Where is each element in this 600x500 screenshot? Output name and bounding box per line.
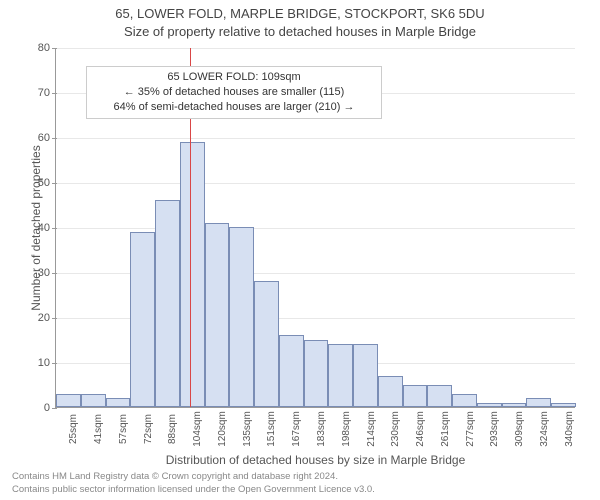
y-tick: 30 — [38, 267, 56, 279]
x-tick: 183sqm — [316, 411, 327, 447]
footer-line-1: Contains HM Land Registry data © Crown c… — [12, 471, 375, 483]
x-tick: 198sqm — [341, 411, 352, 447]
annotation-line: 64% of semi-detached houses are larger (… — [93, 100, 375, 115]
chart-container: 65, LOWER FOLD, MARPLE BRIDGE, STOCKPORT… — [0, 0, 600, 500]
x-tick: 261sqm — [440, 411, 451, 447]
grid-line — [56, 138, 575, 139]
x-tick: 25sqm — [68, 414, 79, 444]
plot-area: Number of detached properties Distributi… — [55, 48, 575, 408]
y-tick: 0 — [44, 402, 56, 414]
y-tick: 20 — [38, 312, 56, 324]
y-tick: 60 — [38, 132, 56, 144]
histogram-bar — [229, 227, 254, 407]
histogram-bar — [56, 394, 81, 408]
histogram-bar — [180, 142, 205, 408]
histogram-bar — [526, 398, 551, 407]
x-tick: 246sqm — [415, 411, 426, 447]
histogram-bar — [502, 403, 527, 408]
x-tick: 309sqm — [514, 411, 525, 447]
x-tick: 151sqm — [266, 411, 277, 447]
y-tick: 10 — [38, 357, 56, 369]
histogram-bar — [304, 340, 329, 408]
x-tick: 214sqm — [366, 411, 377, 447]
histogram-bar — [378, 376, 403, 408]
x-tick: 104sqm — [192, 411, 203, 447]
annotation-box: 65 LOWER FOLD: 109sqm← 35% of detached h… — [86, 66, 382, 119]
chart-title-2: Size of property relative to detached ho… — [0, 24, 600, 39]
histogram-bar — [106, 398, 131, 407]
x-tick: 57sqm — [118, 414, 129, 444]
chart-title-1: 65, LOWER FOLD, MARPLE BRIDGE, STOCKPORT… — [0, 6, 600, 21]
x-tick: 135sqm — [242, 411, 253, 447]
y-tick: 70 — [38, 87, 56, 99]
histogram-bar — [328, 344, 353, 407]
histogram-bar — [155, 200, 180, 407]
histogram-bar — [403, 385, 428, 408]
histogram-bar — [81, 394, 106, 408]
grid-line — [56, 48, 575, 49]
footer-attribution: Contains HM Land Registry data © Crown c… — [12, 471, 375, 496]
footer-line-2: Contains public sector information licen… — [12, 484, 375, 496]
histogram-bar — [254, 281, 279, 407]
histogram-bar — [427, 385, 452, 408]
y-tick: 40 — [38, 222, 56, 234]
annotation-line: ← 35% of detached houses are smaller (11… — [93, 85, 375, 100]
x-axis-label: Distribution of detached houses by size … — [56, 453, 575, 467]
x-tick: 167sqm — [291, 411, 302, 447]
histogram-bar — [279, 335, 304, 407]
y-tick: 80 — [38, 42, 56, 54]
y-tick: 50 — [38, 177, 56, 189]
histogram-bar — [477, 403, 502, 408]
annotation-line: 65 LOWER FOLD: 109sqm — [93, 70, 375, 85]
grid-line — [56, 228, 575, 229]
histogram-bar — [130, 232, 155, 408]
x-tick: 340sqm — [564, 411, 575, 447]
histogram-bar — [205, 223, 230, 408]
x-tick: 88sqm — [167, 414, 178, 444]
x-tick: 230sqm — [390, 411, 401, 447]
x-tick: 277sqm — [465, 411, 476, 447]
x-tick: 293sqm — [489, 411, 500, 447]
histogram-bar — [551, 403, 576, 408]
x-tick: 324sqm — [539, 411, 550, 447]
x-tick: 41sqm — [93, 414, 104, 444]
grid-line — [56, 183, 575, 184]
x-tick: 120sqm — [217, 411, 228, 447]
histogram-bar — [353, 344, 378, 407]
histogram-bar — [452, 394, 477, 408]
x-tick: 72sqm — [143, 414, 154, 444]
